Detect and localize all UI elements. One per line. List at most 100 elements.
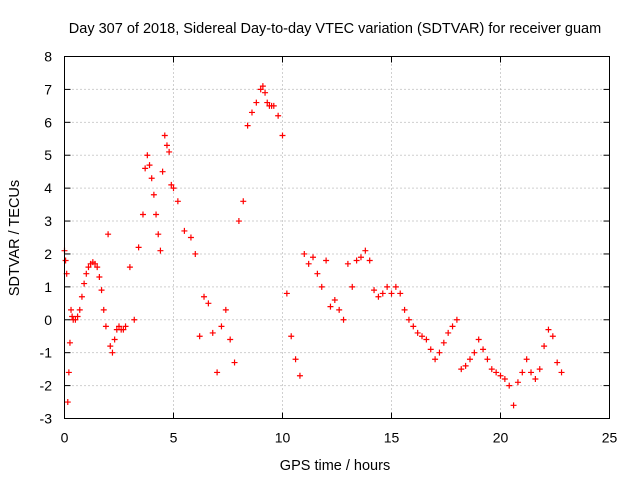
data-point bbox=[471, 349, 478, 356]
data-point bbox=[231, 359, 238, 366]
data-point bbox=[458, 366, 465, 373]
data-point bbox=[357, 254, 364, 261]
data-point bbox=[558, 369, 565, 376]
data-point bbox=[139, 211, 146, 218]
x-tick-label: 5 bbox=[170, 430, 178, 446]
data-point bbox=[150, 191, 157, 198]
data-point bbox=[161, 132, 168, 139]
data-point bbox=[192, 250, 199, 257]
data-point bbox=[144, 152, 151, 159]
data-point bbox=[98, 287, 105, 294]
y-axis-label: SDTVAR / TECUs bbox=[7, 180, 23, 296]
data-point bbox=[163, 142, 170, 149]
data-point bbox=[240, 198, 247, 205]
data-point bbox=[122, 323, 129, 330]
data-point bbox=[148, 175, 155, 182]
data-point bbox=[65, 369, 72, 376]
chart-title: Day 307 of 2018, Sidereal Day-to-day VTE… bbox=[69, 21, 601, 37]
data-point bbox=[257, 86, 264, 93]
data-point bbox=[497, 372, 504, 379]
data-point bbox=[253, 99, 260, 106]
data-point bbox=[549, 333, 556, 340]
grid bbox=[64, 56, 610, 419]
data-point bbox=[362, 247, 369, 254]
data-point bbox=[419, 333, 426, 340]
data-point bbox=[64, 399, 71, 406]
data-point bbox=[85, 264, 92, 271]
data-point bbox=[131, 316, 138, 323]
plot-frame bbox=[64, 56, 610, 419]
data-point bbox=[227, 336, 234, 343]
data-point bbox=[440, 339, 447, 346]
data-point bbox=[66, 339, 73, 346]
data-point bbox=[102, 323, 109, 330]
x-tick-label: 25 bbox=[602, 430, 618, 446]
y-tick-label: 0 bbox=[44, 312, 52, 328]
data-point bbox=[222, 306, 229, 313]
data-point bbox=[296, 372, 303, 379]
y-tick-label: 6 bbox=[44, 114, 52, 130]
data-point bbox=[275, 112, 282, 119]
data-point bbox=[214, 369, 221, 376]
data-point bbox=[397, 290, 404, 297]
data-point bbox=[248, 109, 255, 116]
data-point bbox=[107, 343, 114, 350]
data-point bbox=[493, 369, 500, 376]
data-point bbox=[453, 316, 460, 323]
data-point bbox=[445, 329, 452, 336]
data-point bbox=[410, 323, 417, 330]
data-point bbox=[432, 356, 439, 363]
y-tick-label: -2 bbox=[40, 378, 53, 394]
x-tick-label: 15 bbox=[384, 430, 400, 446]
data-point bbox=[68, 306, 75, 313]
data-point bbox=[353, 257, 360, 264]
y-tick-label: -3 bbox=[40, 411, 53, 427]
data-point bbox=[392, 283, 399, 290]
data-point bbox=[541, 343, 548, 350]
data-point bbox=[72, 316, 79, 323]
data-point bbox=[480, 346, 487, 353]
data-point bbox=[166, 148, 173, 155]
data-point bbox=[105, 231, 112, 238]
data-point bbox=[331, 297, 338, 304]
data-point bbox=[218, 323, 225, 330]
data-point bbox=[146, 162, 153, 169]
tick-labels: -3 -2 -1 0 1 2 3 4 5 6 7 8 0 5 10 15 20 25 bbox=[40, 49, 618, 446]
data-point bbox=[310, 254, 317, 261]
data-point bbox=[135, 244, 142, 251]
y-tick-label: 1 bbox=[44, 279, 52, 295]
data-point bbox=[157, 247, 164, 254]
data-point bbox=[523, 356, 530, 363]
data-point bbox=[405, 316, 412, 323]
data-point bbox=[532, 376, 539, 383]
data-point bbox=[116, 323, 122, 330]
data-point bbox=[423, 336, 430, 343]
data-point bbox=[427, 346, 434, 353]
data-point bbox=[554, 359, 561, 366]
data-point bbox=[62, 257, 69, 264]
data-point bbox=[388, 290, 395, 297]
data-point bbox=[81, 280, 88, 287]
data-point bbox=[181, 227, 188, 234]
data-point bbox=[264, 99, 271, 106]
data-point bbox=[262, 89, 269, 96]
data-point bbox=[168, 181, 175, 188]
data-point bbox=[170, 185, 177, 192]
data-point bbox=[74, 313, 81, 320]
data-point bbox=[244, 122, 251, 129]
data-point bbox=[375, 293, 382, 300]
data-point bbox=[159, 168, 166, 175]
data-point bbox=[336, 306, 343, 313]
data-point bbox=[174, 198, 181, 205]
data-point bbox=[414, 329, 421, 336]
y-tick-label: 7 bbox=[44, 81, 52, 97]
data-point bbox=[100, 306, 107, 313]
data-point bbox=[196, 333, 203, 340]
data-point bbox=[323, 257, 330, 264]
data-points bbox=[61, 83, 565, 409]
data-point bbox=[96, 273, 103, 280]
data-point bbox=[209, 329, 216, 336]
data-point bbox=[401, 306, 408, 313]
data-point bbox=[111, 336, 118, 343]
data-point bbox=[340, 316, 347, 323]
